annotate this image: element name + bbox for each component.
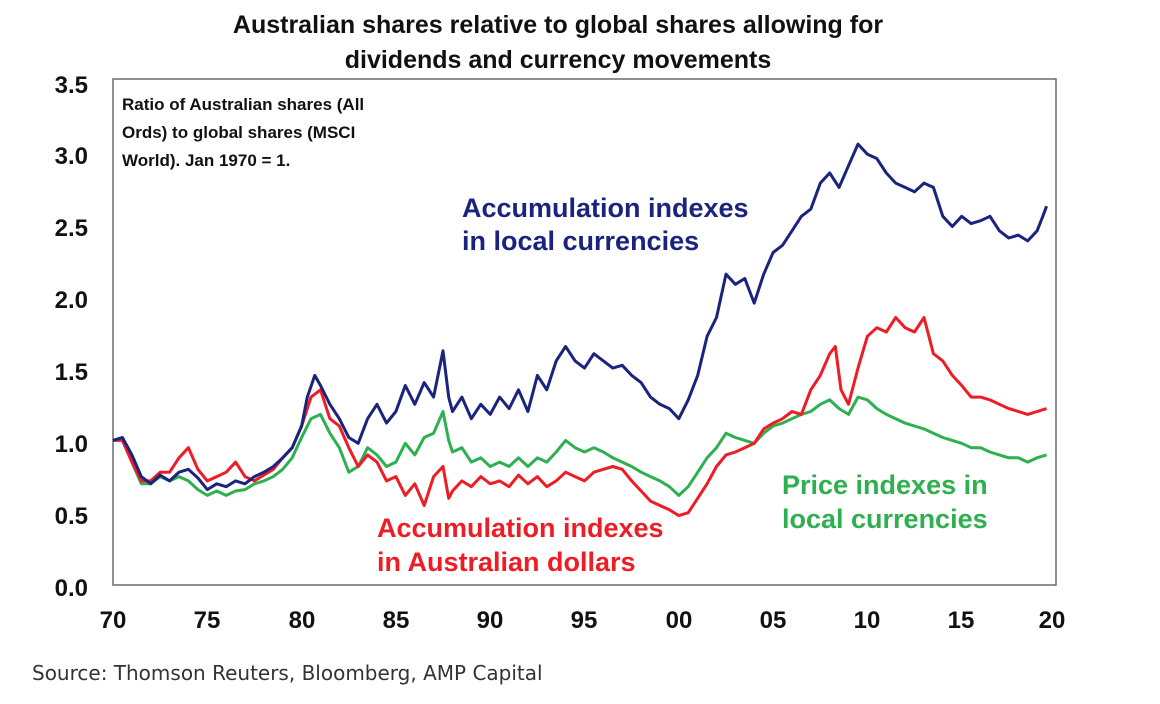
- x-tick-label-75: 75: [194, 607, 221, 634]
- x-tick-label-95: 95: [571, 607, 598, 634]
- series-label-price-local-line-1: Price indexes in: [782, 470, 988, 500]
- plot-frame: [112, 78, 1057, 586]
- series-line-price-local: [112, 395, 1048, 497]
- series-label-accumulation-local-line-1: Accumulation indexes: [462, 193, 749, 223]
- chart-note-line-1: Ratio of Australian shares (All: [122, 95, 364, 114]
- x-tick-label-15: 15: [948, 607, 975, 634]
- y-axis: 3.5 3.0 2.5 2.0 1.5 1.0 0.5 0.0: [55, 72, 88, 602]
- y-tick-label-2-5: 2.5: [55, 215, 88, 242]
- chart-note: Ratio of Australian shares (All Ords) to…: [122, 95, 364, 170]
- y-tick-label-2-0: 2.0: [55, 287, 88, 314]
- x-axis: 70 75 80 85 90 95 00 05 10 15 20: [100, 607, 1066, 634]
- series-label-price-local-line-2: local currencies: [782, 504, 988, 534]
- x-tick-label-80: 80: [289, 607, 316, 634]
- x-tick-label-70: 70: [100, 607, 127, 634]
- y-tick-label-3-0: 3.0: [55, 143, 88, 170]
- x-tick-label-20: 20: [1039, 607, 1066, 634]
- series-label-accumulation-aud-line-2: in Australian dollars: [377, 547, 636, 577]
- chart-note-line-2: Ords) to global shares (MSCI: [122, 123, 355, 142]
- x-tick-label-10: 10: [854, 607, 881, 634]
- x-tick-label-90: 90: [477, 607, 504, 634]
- series-layer: [112, 142, 1049, 518]
- chart-title-line-1: Australian shares relative to global sha…: [233, 11, 883, 39]
- series-label-accumulation-local-line-2: in local currencies: [462, 226, 699, 256]
- y-tick-label-3-5: 3.5: [55, 72, 88, 99]
- source-note: Source: Thomson Reuters, Bloomberg, AMP …: [32, 661, 543, 685]
- x-tick-label-05: 05: [760, 607, 787, 634]
- y-tick-label-1-5: 1.5: [55, 359, 88, 386]
- series-label-price-local: Price indexes in local currencies: [782, 470, 988, 534]
- y-tick-label-0-0: 0.0: [55, 575, 88, 602]
- chart-note-line-3: World). Jan 1970 = 1.: [122, 151, 290, 170]
- series-label-accumulation-aud: Accumulation indexes in Australian dolla…: [377, 513, 664, 577]
- chart-title-line-2: dividends and currency movements: [345, 46, 772, 74]
- y-tick-label-1-0: 1.0: [55, 431, 88, 458]
- x-tick-label-85: 85: [383, 607, 410, 634]
- x-tick-label-00: 00: [666, 607, 693, 634]
- series-label-accumulation-local: Accumulation indexes in local currencies: [462, 193, 749, 256]
- y-tick-label-0-5: 0.5: [55, 503, 88, 530]
- series-label-accumulation-aud-line-1: Accumulation indexes: [377, 513, 664, 543]
- series-line-accumulation-aud: [113, 316, 1048, 518]
- series-line-accumulation-local: [112, 142, 1049, 492]
